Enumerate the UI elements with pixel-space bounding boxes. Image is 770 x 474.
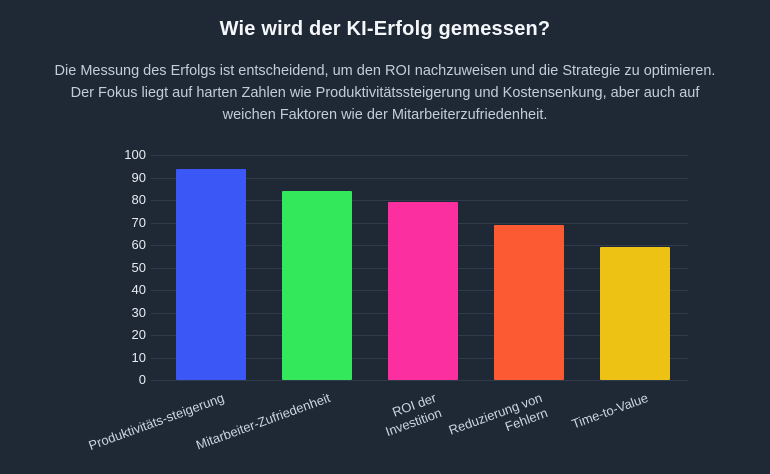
chart-bar[interactable]	[176, 168, 246, 380]
y-axis-tick-label: 30	[131, 304, 146, 320]
y-axis-tick-label: 100	[124, 147, 146, 162]
y-axis-tick-label: 10	[131, 349, 146, 365]
x-axis-label-line: Produktivitäts-steigerung	[86, 390, 227, 454]
x-axis-category-label: Produktivitäts-steigerung	[14, 390, 227, 474]
gridline	[151, 177, 688, 179]
page-title: Wie wird der KI-Erfolg gemessen?	[219, 18, 551, 40]
y-axis-tick-label: 20	[131, 327, 146, 342]
y-axis-tick-label: 80	[131, 192, 146, 207]
chart-bar[interactable]	[494, 224, 564, 380]
y-axis-tick-label: 70	[131, 214, 146, 230]
y-axis-tick-label: 0	[138, 372, 146, 387]
gridline	[151, 380, 688, 381]
chart-bar[interactable]	[388, 202, 458, 380]
y-axis-tick-label: 90	[131, 169, 146, 185]
y-axis-tick-label: 50	[131, 259, 146, 275]
y-axis-tick-label: 40	[131, 282, 146, 297]
chart-bar[interactable]	[282, 191, 352, 380]
gridline	[151, 200, 688, 201]
gridline	[151, 155, 688, 156]
page-subtitle: Die Messung des Erfolgs ist entscheidend…	[54, 63, 716, 123]
chart-bar[interactable]	[600, 247, 670, 380]
y-axis-tick-label: 60	[131, 237, 146, 252]
